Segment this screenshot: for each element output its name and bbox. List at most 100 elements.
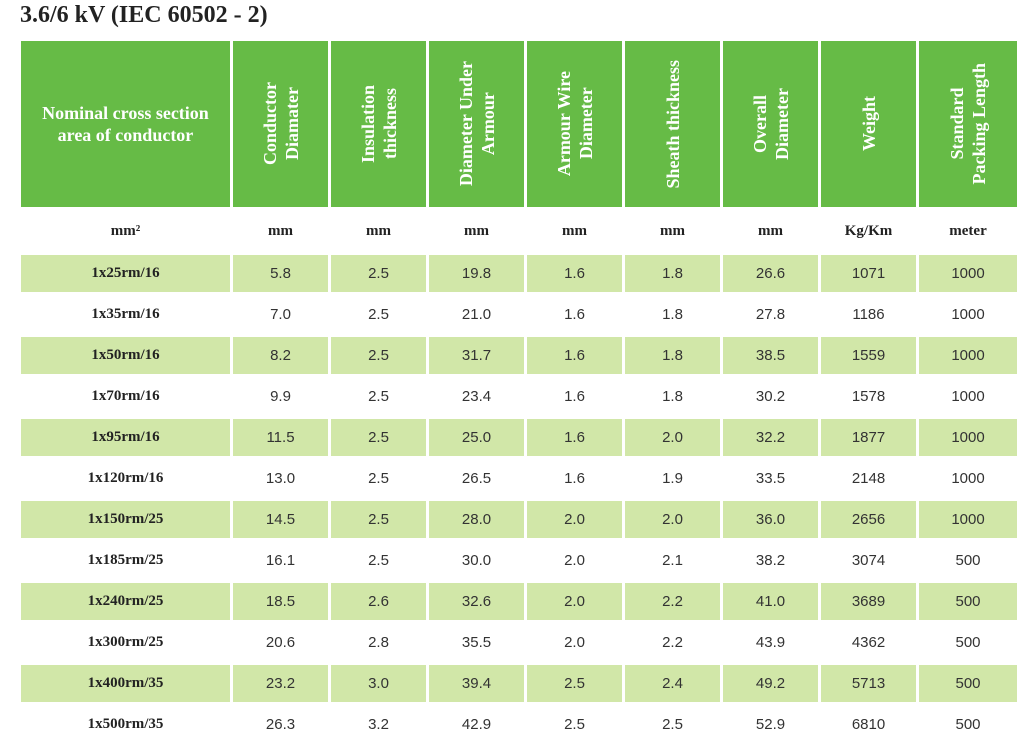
table-cell: 38.2 (755, 552, 786, 569)
table-cell: 500 (919, 665, 1017, 702)
table-cell: 1000 (919, 419, 1017, 456)
table-cell: 49.2 (723, 665, 818, 702)
table-row-label: 1x25rm/16 (21, 255, 230, 292)
header-overall-diameter: Overall Diameter (723, 41, 818, 207)
table-cell: 36.0 (723, 501, 818, 538)
table-cell: 2.8 (368, 634, 389, 651)
table-cell: 28.0 (429, 501, 524, 538)
table-cell: 1.9 (662, 470, 683, 487)
table-cell: 2.5 (331, 419, 426, 456)
table-row-label: 1x35rm/16 (91, 306, 160, 322)
header-label: Conductor Diamater (259, 82, 302, 166)
table-cell: 2.2 (662, 634, 683, 651)
table-row-label: 1x185rm/25 (87, 552, 164, 568)
unit-label: mm (562, 222, 587, 239)
table-cell: 9.9 (270, 388, 291, 405)
table-cell: 2.5 (331, 501, 426, 538)
table-cell: 2.0 (625, 419, 720, 456)
table-cell: 14.5 (233, 501, 328, 538)
page-title: 3.6/6 kV (IEC 60502 - 2) (20, 2, 268, 28)
unit-label: meter (949, 222, 987, 239)
unit-label: mm (758, 222, 783, 239)
table-cell: 1.6 (564, 470, 585, 487)
table-cell: 2.5 (368, 470, 389, 487)
unit-label: mm (464, 222, 489, 239)
table-cell: 2.1 (662, 552, 683, 569)
table-cell: 8.2 (233, 337, 328, 374)
header-conductor-diameter: Conductor Diamater (233, 41, 328, 207)
table-cell: 1559 (821, 337, 916, 374)
header-insulation-thickness: Insulation thickness (331, 41, 426, 207)
table-cell: 2.0 (527, 501, 622, 538)
table-cell: 19.8 (429, 255, 524, 292)
table-cell: 26.5 (461, 470, 492, 487)
table-cell: 500 (955, 552, 981, 569)
table-cell: 32.6 (429, 583, 524, 620)
table-cell: 1.6 (527, 419, 622, 456)
table-cell: 42.9 (461, 716, 492, 733)
header-standard-packing-length: Standard Packing Length (919, 41, 1017, 207)
table-cell: 2.5 (564, 716, 585, 733)
header-armour-wire-diameter: Armour Wire Diameter (527, 41, 622, 207)
table-cell: 26.3 (265, 716, 296, 733)
table-row-label: 1x120rm/16 (87, 470, 164, 486)
table-cell: 1.6 (564, 306, 585, 323)
table-cell: 1.8 (662, 306, 683, 323)
table-cell: 1071 (821, 255, 916, 292)
header-label: Nominal cross section area of conductor (42, 103, 209, 145)
table-cell: 21.0 (461, 306, 492, 323)
table-cell: 2.5 (331, 255, 426, 292)
table-cell: 2.5 (331, 337, 426, 374)
table-cell: 31.7 (429, 337, 524, 374)
table-cell: 16.1 (265, 552, 296, 569)
table-cell: 27.8 (755, 306, 786, 323)
header-label: Overall Diameter (749, 88, 792, 160)
table-cell: 500 (955, 634, 981, 651)
table-cell: 30.2 (755, 388, 786, 405)
table-cell: 2656 (821, 501, 916, 538)
table-cell: 1.6 (564, 388, 585, 405)
header-weight: Weight (821, 41, 916, 207)
table-cell: 1.8 (625, 255, 720, 292)
table-cell: 4362 (851, 634, 886, 651)
table-cell: 33.5 (755, 470, 786, 487)
table-cell: 20.6 (265, 634, 296, 651)
table-row-label: 1x300rm/25 (87, 634, 164, 650)
header-label: Insulation thickness (357, 84, 400, 164)
table-cell: 3.2 (368, 716, 389, 733)
table-cell: 1000 (919, 255, 1017, 292)
table-cell: 23.2 (233, 665, 328, 702)
unit-label: mm (268, 222, 293, 239)
header-label: Armour Wire Diameter (553, 71, 596, 177)
table-cell: 2.0 (564, 634, 585, 651)
table-cell: 2.5 (368, 306, 389, 323)
table-row-label: 1x95rm/16 (21, 419, 230, 456)
table-cell: 43.9 (755, 634, 786, 651)
table-cell: 2.4 (625, 665, 720, 702)
table-cell: 2.0 (564, 552, 585, 569)
table-cell: 52.9 (755, 716, 786, 733)
table-cell: 1000 (951, 388, 985, 405)
table-cell: 6810 (851, 716, 886, 733)
table-cell: 35.5 (461, 634, 492, 651)
header-label: Sheath thickness (662, 59, 683, 189)
table-cell: 32.2 (723, 419, 818, 456)
table-cell: 2148 (851, 470, 886, 487)
header-label: Weight (858, 96, 879, 152)
table-cell: 2.0 (527, 583, 622, 620)
table-cell: 18.5 (233, 583, 328, 620)
table-cell: 26.6 (723, 255, 818, 292)
table-cell: 2.5 (527, 665, 622, 702)
table-cell: 1.6 (527, 255, 622, 292)
header-label: Standard Packing Length (947, 63, 989, 185)
table-row-label: 1x70rm/16 (91, 388, 160, 404)
table-cell: 2.6 (331, 583, 426, 620)
table-cell: 1186 (852, 306, 885, 323)
header-nominal-cross-section: Nominal cross section area of conductor (21, 41, 230, 207)
table-cell: 1000 (951, 306, 985, 323)
table-row-label: 1x150rm/25 (21, 501, 230, 538)
table-cell: 2.5 (368, 388, 389, 405)
unit-label: mm (660, 222, 685, 239)
table-cell: 1000 (951, 470, 985, 487)
table-cell: 1.8 (625, 337, 720, 374)
